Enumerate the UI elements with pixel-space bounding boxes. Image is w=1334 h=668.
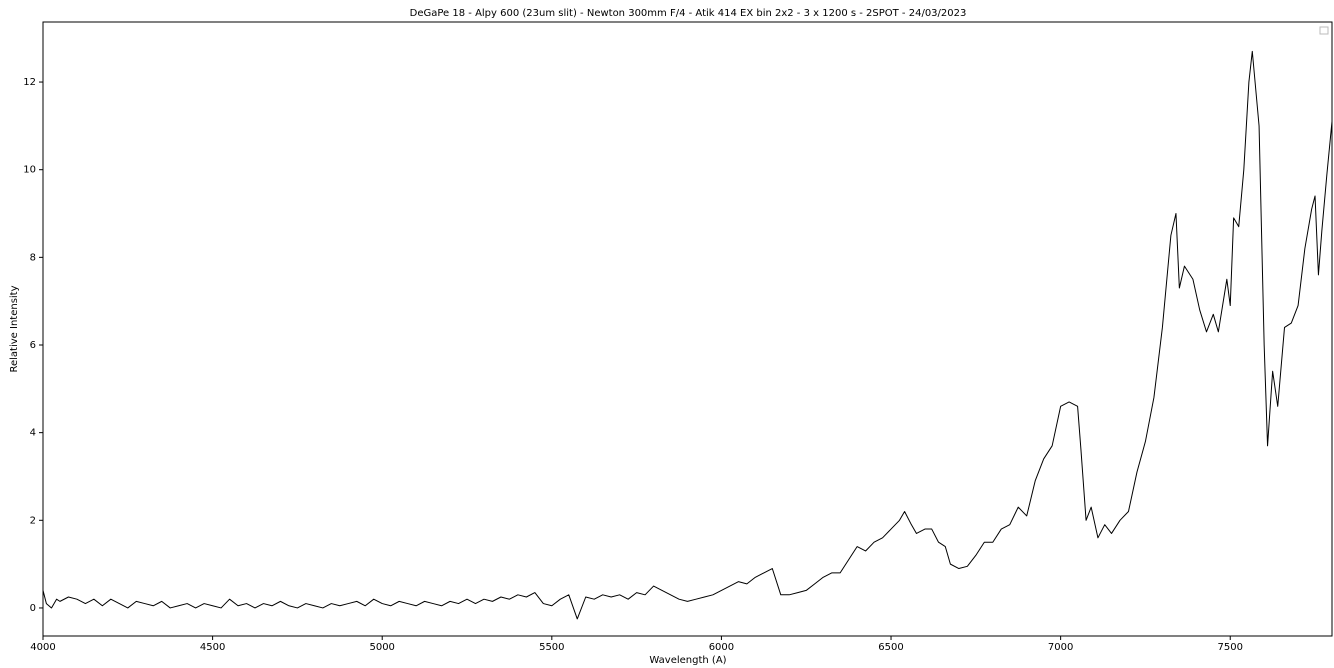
- x-axis-label: Wavelength (A): [649, 655, 726, 666]
- spectrum-line: [42, 50, 1333, 620]
- y-tick-label: 8: [30, 252, 36, 263]
- y-tick-label: 2: [30, 515, 36, 526]
- x-tick-label: 4500: [200, 642, 225, 653]
- y-tick-label: 0: [30, 603, 36, 614]
- y-tick-label: 6: [30, 340, 36, 351]
- x-tick-label: 5500: [539, 642, 564, 653]
- x-tick-label: 7000: [1048, 642, 1073, 653]
- y-axis-label: Relative Intensity: [9, 285, 20, 372]
- legend-box: [1319, 26, 1329, 35]
- x-tick-label: 6500: [878, 642, 903, 653]
- plot-frame: [42, 21, 1333, 637]
- y-tick-label: 10: [23, 165, 36, 176]
- x-tick-label: 4000: [30, 642, 55, 653]
- x-tick-label: 5000: [369, 642, 394, 653]
- x-tick-label: 6000: [709, 642, 734, 653]
- x-tick-label: 7500: [1218, 642, 1243, 653]
- y-tick-label: 4: [30, 428, 36, 439]
- chart-title: DeGaPe 18 - Alpy 600 (23um slit) - Newto…: [410, 8, 967, 19]
- y-tick-label: 12: [23, 77, 36, 88]
